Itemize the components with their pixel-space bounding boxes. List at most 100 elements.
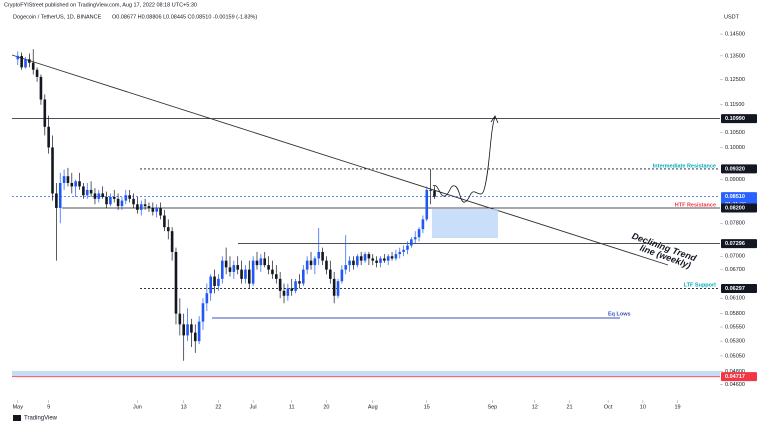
x-tick-label: Jul — [250, 404, 257, 410]
candle-body — [398, 251, 402, 255]
annotation: Eq Lows — [608, 311, 631, 317]
candle-body — [182, 324, 185, 336]
candle-body — [66, 176, 70, 183]
x-tick-label: 15 — [424, 404, 430, 410]
y-tick-label: 0.05800 — [725, 311, 745, 317]
level-label: 0.07296 — [725, 241, 745, 247]
candle-body — [20, 55, 23, 68]
candle-body — [425, 189, 429, 220]
ohlc: O0.08677 H0.08806 L0.08445 C0.08510 -0.0… — [112, 14, 257, 20]
candle-body — [359, 256, 363, 261]
level-label: 0.10990 — [725, 116, 745, 122]
candle-body — [251, 260, 255, 284]
level-label-box — [721, 372, 757, 382]
symbol: Dogecoin / TetherUS, 1D, BINANCE — [13, 14, 102, 20]
candle-body — [197, 321, 201, 342]
candle-body — [290, 288, 294, 291]
candle-body — [309, 260, 313, 266]
candle-body — [124, 195, 128, 201]
candle-body — [363, 254, 367, 261]
candle-body — [325, 260, 328, 270]
candle-body — [356, 256, 359, 266]
candle-body — [348, 260, 351, 266]
candle-body — [190, 324, 193, 333]
candle-body — [433, 190, 436, 197]
candle-body — [340, 269, 344, 282]
candle-body — [39, 76, 43, 100]
candle-body — [97, 193, 101, 199]
x-tick-label: Oct — [604, 404, 613, 410]
candle-body — [170, 231, 174, 252]
candle-body — [193, 332, 197, 342]
candle-body — [151, 207, 155, 212]
annotation: LTF Support — [684, 282, 716, 288]
candle-body — [58, 182, 62, 208]
candle-body — [413, 237, 417, 240]
candle-body — [128, 195, 131, 199]
y-tick-label: 0.11500 — [725, 102, 744, 108]
candle-body — [62, 176, 66, 183]
candle-body — [228, 267, 232, 272]
brand-logo — [13, 415, 21, 421]
level-label-box — [721, 284, 757, 294]
candle-body — [421, 219, 425, 230]
trend-line — [11, 54, 669, 266]
candle-body — [278, 278, 282, 291]
candle-body — [274, 274, 278, 279]
y-tick-label: 0.04800 — [725, 369, 745, 375]
candle-body — [120, 200, 124, 207]
y-tick-label: 0.04600 — [725, 382, 745, 388]
candle-body — [147, 206, 151, 208]
candle-body — [205, 293, 209, 304]
arrow-head — [490, 115, 499, 124]
candle-body — [344, 265, 348, 270]
candle-body — [74, 181, 77, 187]
projection-arrow — [432, 116, 496, 203]
level-label-box — [721, 114, 757, 124]
candle-body — [174, 251, 178, 314]
y-tick-label: 0.07000 — [725, 254, 745, 260]
level-label: 0.09320 — [725, 166, 745, 172]
level-label-box — [721, 203, 757, 213]
level-label-box — [721, 164, 757, 174]
candle-body — [186, 324, 189, 336]
candle-body — [321, 251, 324, 261]
level-label: 0.08200 — [725, 205, 745, 211]
candle-body — [383, 258, 386, 261]
candle-body — [51, 147, 54, 194]
annotation: HTF Resistance — [675, 202, 716, 208]
candle-body — [267, 265, 270, 270]
candle-body — [105, 197, 108, 205]
x-tick-label: 12 — [532, 404, 538, 410]
candle-body — [294, 281, 297, 291]
candle-body — [109, 197, 112, 205]
candle-body — [220, 260, 224, 279]
candle-body — [379, 258, 382, 263]
candle-body — [352, 260, 355, 266]
candle-body — [332, 278, 336, 296]
currency: USDT — [724, 14, 740, 20]
candle-body — [417, 229, 421, 238]
y-tick-label: 0.13500 — [725, 53, 745, 59]
x-tick-label: 21 — [566, 404, 572, 410]
level-label-box — [721, 239, 757, 249]
candle-body — [82, 186, 85, 196]
candle-body — [282, 290, 286, 296]
candle-body — [35, 69, 39, 77]
candle-body — [159, 207, 162, 216]
y-tick-label: 0.07800 — [725, 221, 745, 227]
candle-body — [390, 256, 394, 259]
candle-body — [116, 198, 120, 207]
x-tick-label: Jun — [133, 404, 142, 410]
candle-body — [302, 269, 305, 284]
candle-body — [329, 269, 332, 279]
candle-body — [255, 260, 259, 266]
candle-body — [201, 303, 205, 322]
candle-body — [70, 182, 74, 187]
candle-body — [317, 251, 321, 259]
candle-body — [386, 256, 390, 261]
y-tick-label: 0.06700 — [725, 267, 745, 273]
candle-body — [371, 258, 375, 261]
candle-body — [28, 59, 31, 63]
candle-body — [375, 260, 378, 263]
